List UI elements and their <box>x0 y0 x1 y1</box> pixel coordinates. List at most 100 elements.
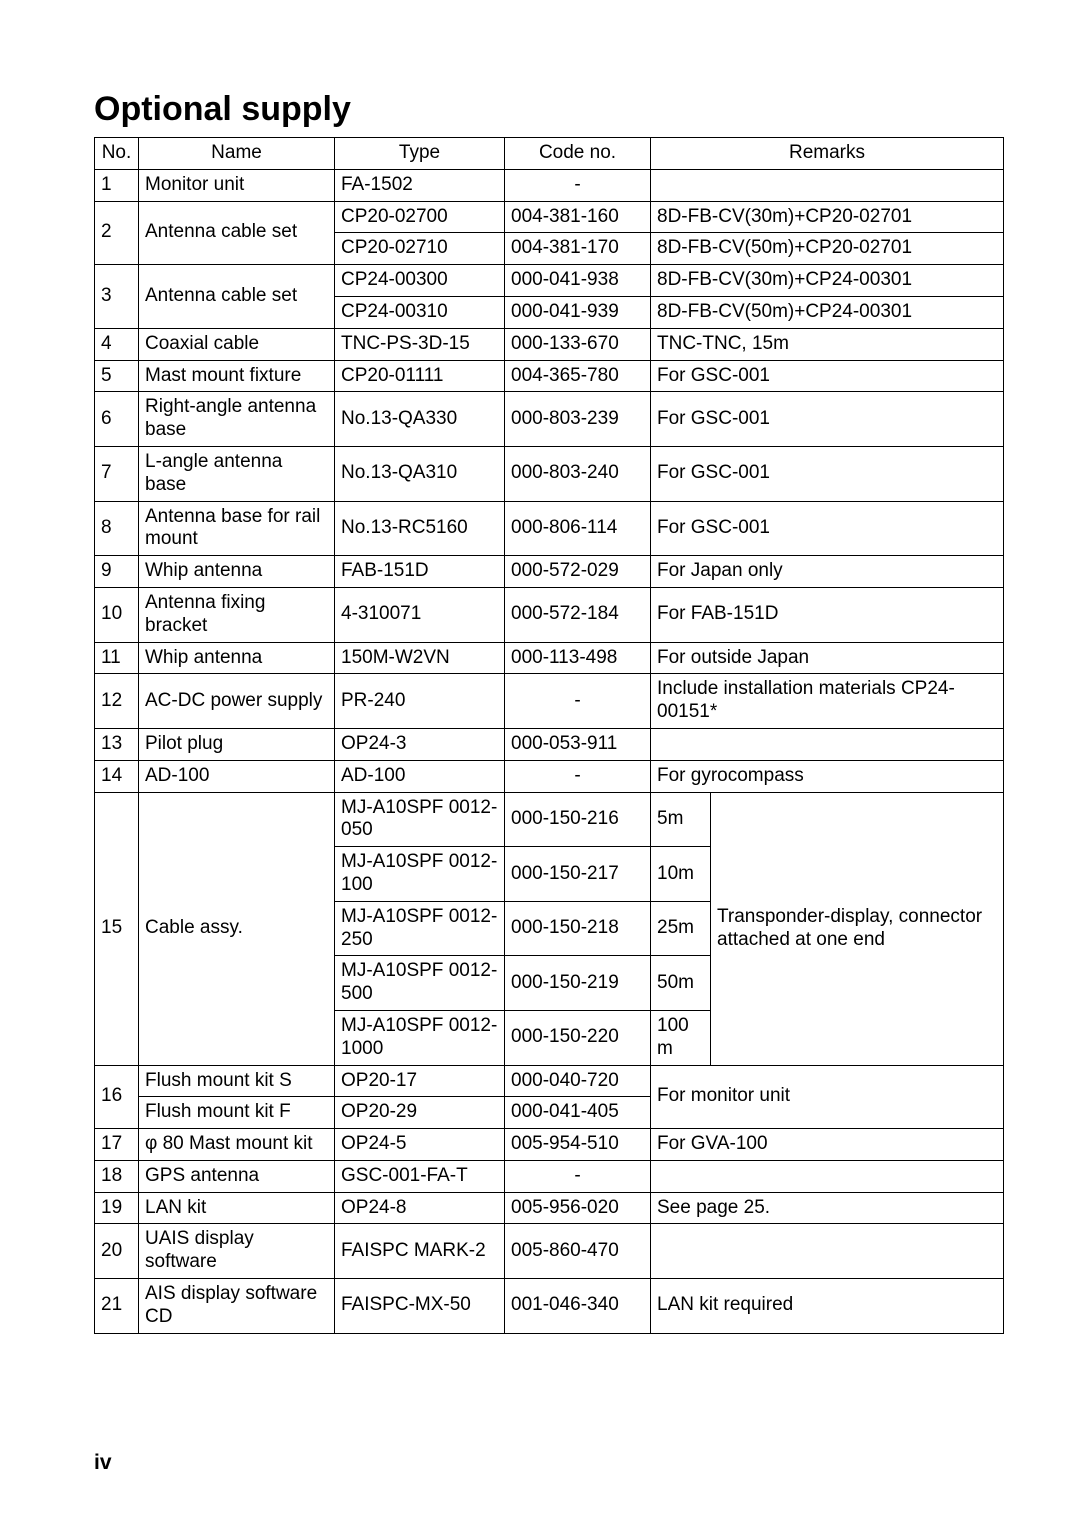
cell-no: 10 <box>95 587 139 642</box>
cell-code: 005-860-470 <box>505 1224 651 1279</box>
cell-remarks <box>651 169 1004 201</box>
table-row: 4Coaxial cableTNC-PS-3D-15000-133-670TNC… <box>95 328 1004 360</box>
cell-name: Antenna base for rail mount <box>139 501 335 556</box>
cell-remarks: For monitor unit <box>651 1065 1004 1129</box>
cell-no: 17 <box>95 1129 139 1161</box>
cell-remarks: See page 25. <box>651 1192 1004 1224</box>
cell-type: OP24-8 <box>335 1192 505 1224</box>
table-row: 9Whip antennaFAB-151D000-572-029For Japa… <box>95 556 1004 588</box>
cell-no: 15 <box>95 792 139 1065</box>
cell-no: 16 <box>95 1065 139 1129</box>
cell-type: 4-310071 <box>335 587 505 642</box>
cell-remarks: LAN kit required <box>651 1279 1004 1334</box>
table-row: 1Monitor unitFA-1502- <box>95 169 1004 201</box>
cell-name: Whip antenna <box>139 642 335 674</box>
cell-type: FAB-151D <box>335 556 505 588</box>
cell-type: OP24-5 <box>335 1129 505 1161</box>
table-row: 18GPS antennaGSC-001-FA-T- <box>95 1160 1004 1192</box>
table-row: 8Antenna base for rail mountNo.13-RC5160… <box>95 501 1004 556</box>
cell-name: Whip antenna <box>139 556 335 588</box>
table-row: 7L-angle antenna baseNo.13-QA310000-803-… <box>95 446 1004 501</box>
table-row: 15Cable assy.MJ-A10SPF 0012-050000-150-2… <box>95 792 1004 847</box>
cell-no: 12 <box>95 674 139 729</box>
cell-code: 000-572-029 <box>505 556 651 588</box>
table-header-row: No. Name Type Code no. Remarks <box>95 138 1004 170</box>
cell-code: 004-381-170 <box>505 233 651 265</box>
cell-remarks: For Japan only <box>651 556 1004 588</box>
col-remarks: Remarks <box>651 138 1004 170</box>
cell-type: GSC-001-FA-T <box>335 1160 505 1192</box>
cell-code: 004-381-160 <box>505 201 651 233</box>
cell-type: No.13-QA330 <box>335 392 505 447</box>
col-code: Code no. <box>505 138 651 170</box>
page-number: iv <box>94 1451 112 1475</box>
cell-no: 7 <box>95 446 139 501</box>
cell-type: OP20-17 <box>335 1065 505 1097</box>
cell-type: TNC-PS-3D-15 <box>335 328 505 360</box>
cell-no: 4 <box>95 328 139 360</box>
cell-code: 000-041-938 <box>505 265 651 297</box>
table-row: 16Flush mount kit SOP20-17000-040-720For… <box>95 1065 1004 1097</box>
cell-code: 000-150-217 <box>505 847 651 902</box>
cell-remarks: For GSC-001 <box>651 501 1004 556</box>
cell-code: 000-150-219 <box>505 956 651 1011</box>
cell-remarks <box>651 1160 1004 1192</box>
cell-code: - <box>505 760 651 792</box>
cell-code: 000-150-220 <box>505 1010 651 1065</box>
cell-code: 000-040-720 <box>505 1065 651 1097</box>
cell-no: 6 <box>95 392 139 447</box>
cell-code: 000-133-670 <box>505 328 651 360</box>
cell-no: 2 <box>95 201 139 265</box>
cell-no: 14 <box>95 760 139 792</box>
table-row: 12AC-DC power supplyPR-240-Include insta… <box>95 674 1004 729</box>
cell-code: - <box>505 169 651 201</box>
cell-remarks: 8D-FB-CV(50m)+CP20-02701 <box>651 233 1004 265</box>
cell-remarks-a: 100m <box>651 1010 711 1065</box>
cell-type: 150M-W2VN <box>335 642 505 674</box>
cell-code: 000-803-240 <box>505 446 651 501</box>
cell-type: CP24-00310 <box>335 296 505 328</box>
table-row: 6Right-angle antenna baseNo.13-QA330000-… <box>95 392 1004 447</box>
cell-code: - <box>505 674 651 729</box>
cell-type: FAISPC MARK-2 <box>335 1224 505 1279</box>
cell-remarks <box>651 1224 1004 1279</box>
cell-type: AD-100 <box>335 760 505 792</box>
cell-code: 000-053-911 <box>505 728 651 760</box>
cell-type: MJ-A10SPF 0012-050 <box>335 792 505 847</box>
cell-code: 000-150-216 <box>505 792 651 847</box>
cell-type: MJ-A10SPF 0012-1000 <box>335 1010 505 1065</box>
cell-no: 18 <box>95 1160 139 1192</box>
cell-remarks-b: Transponder-display, connector attached … <box>711 792 1004 1065</box>
cell-name: Flush mount kit F <box>139 1097 335 1129</box>
cell-type: OP20-29 <box>335 1097 505 1129</box>
cell-code: 000-041-405 <box>505 1097 651 1129</box>
cell-remarks: Include installation materials CP24-0015… <box>651 674 1004 729</box>
cell-no: 20 <box>95 1224 139 1279</box>
cell-code: 005-956-020 <box>505 1192 651 1224</box>
cell-name: Monitor unit <box>139 169 335 201</box>
cell-type: PR-240 <box>335 674 505 729</box>
cell-name: Antenna cable set <box>139 201 335 265</box>
table-row: 20UAIS display softwareFAISPC MARK-2005-… <box>95 1224 1004 1279</box>
col-name: Name <box>139 138 335 170</box>
cell-name: Cable assy. <box>139 792 335 1065</box>
cell-name: L-angle antenna base <box>139 446 335 501</box>
cell-type: MJ-A10SPF 0012-250 <box>335 901 505 956</box>
cell-type: MJ-A10SPF 0012-100 <box>335 847 505 902</box>
table-row: 21AIS display software CDFAISPC-MX-50001… <box>95 1279 1004 1334</box>
cell-name: AD-100 <box>139 760 335 792</box>
cell-type: OP24-3 <box>335 728 505 760</box>
cell-code: 000-572-184 <box>505 587 651 642</box>
cell-code: - <box>505 1160 651 1192</box>
cell-name: UAIS display software <box>139 1224 335 1279</box>
cell-remarks: For FAB-151D <box>651 587 1004 642</box>
cell-name: GPS antenna <box>139 1160 335 1192</box>
cell-no: 5 <box>95 360 139 392</box>
cell-no: 1 <box>95 169 139 201</box>
cell-remarks-a: 50m <box>651 956 711 1011</box>
cell-name: Coaxial cable <box>139 328 335 360</box>
cell-no: 11 <box>95 642 139 674</box>
cell-type: FA-1502 <box>335 169 505 201</box>
cell-name: Right-angle antenna base <box>139 392 335 447</box>
cell-code: 001-046-340 <box>505 1279 651 1334</box>
